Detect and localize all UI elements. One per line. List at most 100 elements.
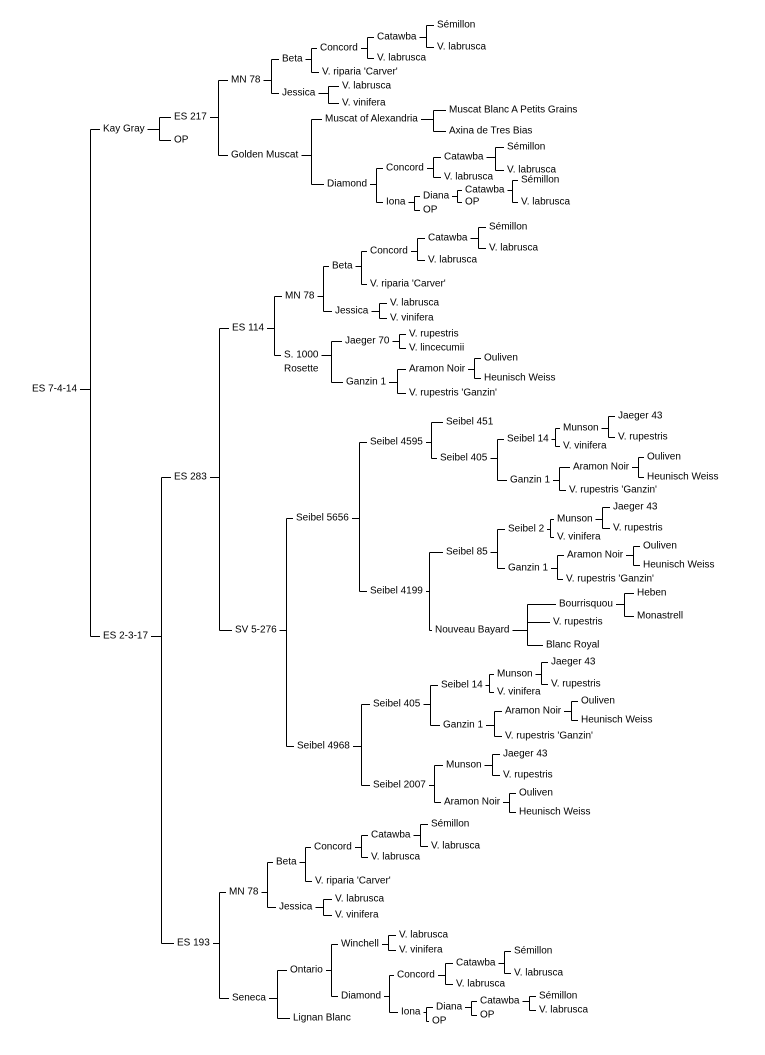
node-es-2-3-17: ES 2-3-17	[103, 631, 148, 642]
node-v-rupestris: V. rupestris	[551, 679, 601, 690]
node-v-labrusca: V. labrusca	[539, 1005, 589, 1016]
node-v-vinifera: V. vinifera	[390, 313, 434, 324]
node-seibel-5656: Seibel 5656	[296, 513, 349, 524]
node-ganzin-1: Ganzin 1	[508, 563, 548, 574]
node-s-millon: Sémillon	[431, 819, 469, 830]
node-v-rupestris: V. rupestris	[613, 523, 663, 534]
node-v-lincecumii: V. lincecumii	[409, 343, 464, 354]
node-v-rupestris-ganzin: V. rupestris 'Ganzin'	[505, 731, 593, 742]
node-beta: Beta	[276, 857, 297, 868]
node-jessica: Jessica	[335, 306, 369, 317]
node-v-rupestris: V. rupestris	[618, 432, 668, 443]
node-jaeger-70: Jaeger 70	[345, 336, 390, 347]
node-beta: Beta	[332, 261, 353, 272]
node-catawba: Catawba	[377, 32, 417, 43]
node-concord: Concord	[314, 842, 352, 853]
node-catawba: Catawba	[480, 996, 520, 1007]
node-munson: Munson	[497, 669, 533, 680]
node-catawba: Catawba	[456, 958, 496, 969]
node-diamond: Diamond	[327, 179, 367, 190]
node-v-rupestris-ganzin: V. rupestris 'Ganzin'	[409, 388, 497, 399]
node-ouliven: Ouliven	[484, 353, 518, 364]
node-diamond: Diamond	[341, 991, 381, 1002]
node-catawba: Catawba	[444, 152, 484, 163]
node-ganzin-1: Ganzin 1	[443, 720, 483, 731]
node-v-vinifera: V. vinifera	[557, 532, 601, 543]
node-v-labrusca: V. labrusca	[335, 894, 385, 905]
node-s-millon: Sémillon	[539, 991, 577, 1002]
node-s-millon: Sémillon	[507, 142, 545, 153]
node-diana: Diana	[436, 1002, 463, 1013]
node-v-vinifera: V. vinifera	[335, 910, 379, 921]
node-beta: Beta	[282, 54, 303, 65]
node-v-rupestris: V. rupestris	[409, 329, 459, 340]
node-es-217: ES 217	[174, 112, 207, 123]
node-seibel-14: Seibel 14	[441, 680, 483, 691]
node-es-193: ES 193	[177, 938, 210, 949]
node-es-7-4-14: ES 7-4-14	[32, 384, 77, 395]
node-ouliven: Ouliven	[643, 541, 677, 552]
node-ontario: Ontario	[290, 965, 323, 976]
node-v-vinifera: V. vinifera	[497, 687, 541, 698]
node-v-riparia-carver: V. riparia 'Carver'	[315, 876, 391, 887]
node-v-labrusca: V. labrusca	[428, 255, 478, 266]
node-heunisch-weiss: Heunisch Weiss	[519, 807, 591, 818]
node-seneca: Seneca	[232, 993, 266, 1004]
node-iona: Iona	[386, 197, 406, 208]
node-lignan-blanc: Lignan Blanc	[293, 1013, 351, 1024]
node-catawba: Catawba	[371, 830, 411, 841]
node-v-labrusca: V. labrusca	[431, 841, 481, 852]
node-jaeger-43: Jaeger 43	[551, 657, 596, 668]
node-aramon-noir: Aramon Noir	[409, 364, 466, 375]
node-ouliven: Ouliven	[581, 696, 615, 707]
node-aramon-noir: Aramon Noir	[567, 550, 624, 561]
node-seibel-405: Seibel 405	[440, 453, 488, 464]
node-op: OP	[432, 1016, 447, 1027]
node-op: OP	[480, 1010, 495, 1021]
node-v-vinifera: V. vinifera	[342, 98, 386, 109]
node-v-rupestris: V. rupestris	[553, 617, 603, 628]
node-kay-gray: Kay Gray	[103, 124, 145, 135]
node-muscat-of-alexandria: Muscat of Alexandria	[325, 114, 418, 125]
node-s-millon: Sémillon	[437, 20, 475, 31]
node-seibel-451: Seibel 451	[446, 417, 494, 428]
node-s-millon: Sémillon	[489, 222, 527, 233]
node-jaeger-43: Jaeger 43	[613, 502, 658, 513]
node-concord: Concord	[386, 163, 424, 174]
node-catawba: Catawba	[428, 233, 468, 244]
node-seibel-2: Seibel 2	[508, 524, 545, 535]
node-munson: Munson	[557, 514, 593, 525]
node-jessica: Jessica	[279, 902, 313, 913]
node-aramon-noir: Aramon Noir	[573, 462, 630, 473]
node-winchell: Winchell	[341, 939, 379, 950]
node-concord: Concord	[397, 970, 435, 981]
node-concord: Concord	[370, 246, 408, 257]
node-v-labrusca: V. labrusca	[507, 165, 557, 176]
node-v-vinifera: V. vinifera	[399, 945, 443, 956]
node-seibel-85: Seibel 85	[446, 547, 488, 558]
node-nouveau-bayard: Nouveau Bayard	[435, 625, 510, 636]
node-v-labrusca: V. labrusca	[342, 81, 392, 92]
node-catawba: Catawba	[465, 185, 505, 196]
node-seibel-4595: Seibel 4595	[370, 437, 423, 448]
node-ouliven: Ouliven	[647, 452, 681, 463]
node-seibel-14: Seibel 14	[507, 434, 549, 445]
node-op: OP	[465, 197, 480, 208]
node-golden-muscat: Golden Muscat	[231, 150, 298, 161]
node-blanc-royal: Blanc Royal	[546, 640, 599, 651]
node-axina-de-tres-bias: Axina de Tres Bias	[449, 126, 532, 137]
node-heunisch-weiss: Heunisch Weiss	[647, 472, 719, 483]
node-munson: Munson	[563, 423, 599, 434]
node-mn-78: MN 78	[229, 887, 259, 898]
node-op: OP	[423, 205, 438, 216]
node-op: OP	[174, 135, 189, 146]
node-seibel-405: Seibel 405	[373, 699, 421, 710]
node-concord: Concord	[320, 43, 358, 54]
node-aramon-noir: Aramon Noir	[444, 797, 501, 808]
node-v-labrusca: V. labrusca	[377, 53, 427, 64]
node-s-1000: S. 1000	[284, 350, 319, 361]
node-mn-78: MN 78	[285, 291, 315, 302]
node-aramon-noir: Aramon Noir	[505, 706, 562, 717]
node-bourrisquou: Bourrisquou	[559, 599, 613, 610]
